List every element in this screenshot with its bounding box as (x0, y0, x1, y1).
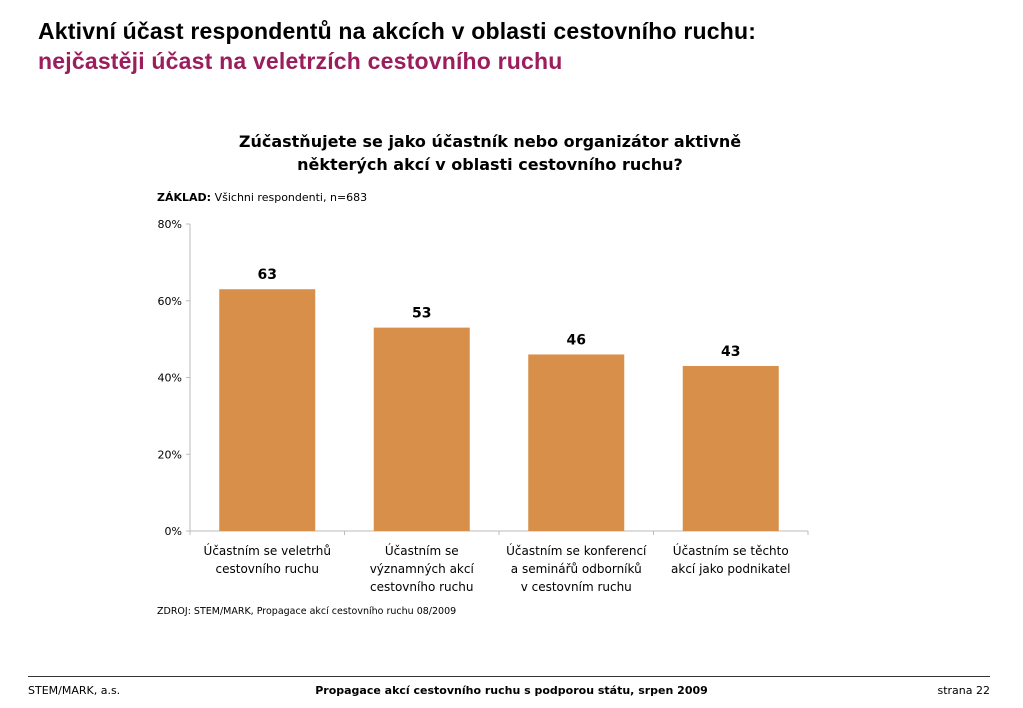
question-line: Zúčastňujete se jako účastník nebo organ… (238, 132, 742, 151)
slide-title: Aktivní účast respondentů na akcích v ob… (38, 18, 757, 44)
y-tick-label: 60% (158, 295, 182, 308)
footer-page: strana 22 (937, 684, 990, 697)
x-tick-label: Účastním se veletrhů (204, 543, 331, 558)
footer-company: STEM/MARK, a.s. (28, 684, 121, 697)
x-tick-label: Účastním se (385, 543, 459, 558)
y-tick-label: 0% (165, 525, 182, 538)
bar (219, 289, 316, 531)
footer-divider (28, 676, 990, 677)
data-label: 43 (721, 344, 740, 360)
x-tick-label: cestovního ruchu (216, 562, 319, 576)
x-tick-label: Účastním se konferencí (506, 543, 647, 558)
question-line: některých akcí v oblasti cestovního ruch… (297, 155, 683, 174)
x-tick-label: a seminářů odborníků (511, 562, 642, 576)
x-tick-label: v cestovním ruchu (521, 580, 632, 594)
source-note: ZDROJ: STEM/MARK, Propagace akcí cestovn… (157, 606, 457, 617)
y-tick-label: 40% (158, 372, 182, 385)
x-tick-label: významných akcí (370, 562, 475, 576)
base-text: Všichni respondenti, n=683 (214, 191, 368, 204)
y-tick-label: 20% (158, 448, 182, 461)
base-label: ZÁKLAD: (157, 191, 212, 204)
slide-subtitle: nejčastěji účast na veletrzích cestovníh… (38, 48, 563, 74)
chart-question: Zúčastňujete se jako účastník nebo organ… (150, 130, 830, 176)
x-tick-label: akcí jako podnikatel (671, 562, 790, 576)
data-label: 63 (258, 267, 277, 283)
bar (682, 365, 779, 531)
bar (528, 354, 625, 531)
data-label: 46 (567, 332, 586, 348)
x-tick-label: Účastním se těchto (673, 543, 789, 558)
footer-title: Propagace akcí cestovního ruchu s podpor… (315, 684, 708, 697)
x-tick-label: cestovního ruchu (370, 580, 473, 594)
data-label: 53 (412, 306, 431, 322)
y-tick-label: 80% (158, 218, 182, 231)
bar (373, 327, 470, 531)
base-note: ZÁKLAD: Všichni respondenti, n=683 (157, 191, 367, 204)
